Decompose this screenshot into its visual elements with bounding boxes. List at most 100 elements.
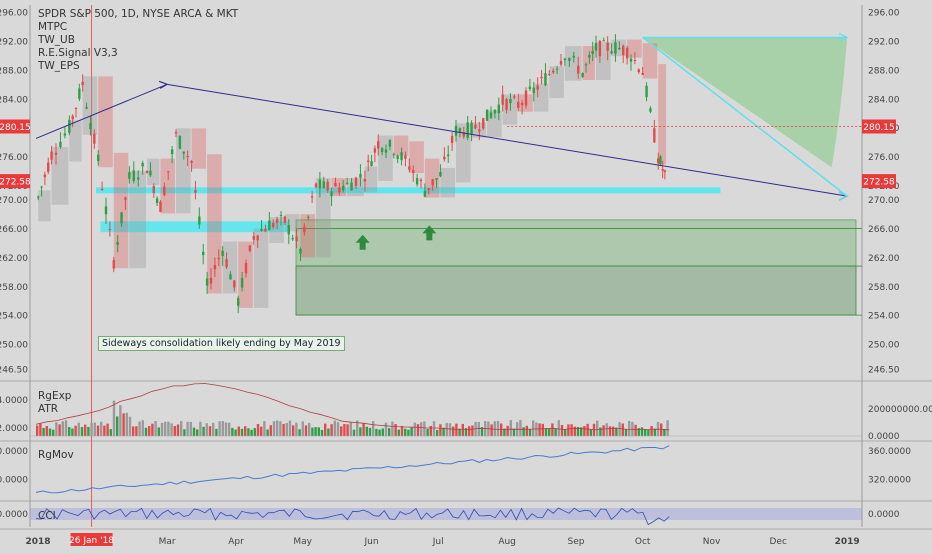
candle-body [145, 171, 149, 174]
candle-body [260, 229, 263, 231]
weekly-range-box [147, 158, 160, 186]
volume-tick-right: 0.0000 [868, 432, 900, 442]
volume-bar [336, 422, 340, 436]
weekly-range-box [658, 64, 667, 165]
candle-body [377, 141, 380, 149]
volume-tick-left: 2.0000 [0, 424, 28, 434]
volume-bar [202, 426, 205, 436]
volume-bar [42, 427, 45, 436]
volume-bar [554, 428, 557, 436]
candle-body [466, 122, 469, 138]
volume-bar [58, 424, 61, 436]
volume-bar [84, 424, 87, 436]
candle-body [78, 88, 81, 99]
candle-body [559, 60, 563, 65]
y-tick-label-left: 246.50 [0, 366, 28, 376]
candle-body [404, 155, 407, 159]
buy-signal-arrow [422, 225, 437, 241]
candle-body [659, 156, 662, 165]
candle-body [132, 170, 135, 181]
weekly-range-box [316, 178, 331, 258]
volume-bar [567, 424, 570, 436]
candle-body [415, 178, 419, 185]
candle-body [85, 107, 88, 109]
candle-body [563, 58, 567, 61]
volume-bar [154, 421, 157, 436]
volume-bar [394, 424, 397, 436]
volume-bar [548, 428, 551, 436]
x-tick-label: Sep [568, 537, 585, 547]
atr-line [35, 383, 670, 431]
volume-bar [628, 420, 631, 436]
volume-bar [471, 425, 474, 436]
volume-bar [231, 427, 234, 436]
y-tick-label-right: 296.00 [868, 9, 900, 19]
y-tick-label-right: 258.00 [868, 283, 900, 293]
volume-tick-left: 4.0000 [0, 396, 28, 406]
weekly-range-box [98, 76, 113, 168]
volume-bar [615, 427, 618, 436]
candle-body [209, 277, 213, 284]
volume-bar [596, 420, 599, 436]
volume-bar [269, 425, 272, 436]
candle-body [268, 220, 271, 231]
weekly-range-box [533, 83, 549, 112]
candle-body [40, 186, 43, 188]
weekly-range-box [69, 120, 82, 162]
candle-body [141, 163, 144, 167]
candle-body [439, 172, 442, 177]
volume-bar [477, 421, 480, 436]
candle-body [213, 265, 217, 270]
volume-bar [327, 428, 330, 436]
volume-bar [61, 421, 64, 436]
candle-body [299, 248, 302, 254]
last-price-tag-text-right: 272.58 [863, 178, 895, 188]
buy-signal-arrow [355, 234, 370, 250]
volume-bar [384, 422, 388, 436]
volume-bar [416, 424, 420, 436]
candle-body [610, 51, 613, 54]
volume-bar [631, 421, 634, 436]
candle-body [149, 170, 152, 176]
candle-body [412, 170, 415, 174]
volume-bar [589, 429, 592, 436]
cci-tick-right: 0.0000 [868, 510, 900, 520]
weekly-range-box [409, 141, 424, 174]
volume-bar [167, 421, 170, 436]
candle-body [489, 112, 493, 118]
weekly-range-box [129, 170, 147, 269]
volume-bar [362, 423, 365, 436]
volume-bar [218, 421, 221, 436]
candle-body [528, 86, 532, 90]
volume-bar [640, 427, 644, 436]
volume-bar [445, 422, 448, 436]
volume-bar [100, 421, 103, 436]
volume-bar [519, 420, 522, 436]
volume-bar [221, 421, 224, 436]
weekly-range-box [82, 76, 98, 135]
volume-bar [96, 425, 100, 436]
candle-body [205, 278, 209, 286]
volume-bar [343, 424, 346, 436]
volume-bar [276, 420, 279, 436]
x-tick-label: Oct [635, 537, 651, 547]
volume-bar [653, 428, 656, 436]
volume-bar [573, 426, 576, 436]
date-marker-tag [70, 533, 113, 546]
demand-band [100, 221, 290, 233]
volume-bar [288, 420, 292, 436]
volume-bar [122, 413, 125, 436]
volume-bar [461, 423, 464, 436]
chart-legend: SPDR S&P 500, 1D, NYSE ARCA & MKT MTPC T… [38, 8, 238, 73]
candle-body [237, 298, 240, 306]
volume-bar [234, 429, 237, 436]
volume-bar [45, 425, 48, 436]
volume-bar [93, 422, 96, 436]
volume-bar [464, 428, 468, 436]
volume-bar [564, 429, 567, 436]
volume-bar [439, 424, 442, 436]
candle-body [625, 47, 629, 59]
candle-body [501, 94, 504, 105]
candle-body [338, 187, 341, 193]
weekly-range-box [38, 190, 51, 222]
